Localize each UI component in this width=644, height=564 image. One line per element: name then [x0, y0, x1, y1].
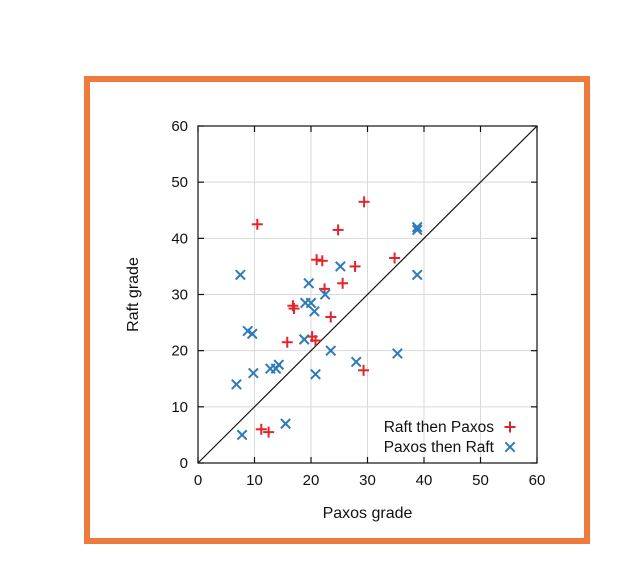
- chart-frame: [84, 76, 590, 544]
- legend-label-paxos-then-raft: Paxos then Raft: [384, 439, 495, 456]
- data-point-paxos-then-raft-4: [246, 328, 258, 340]
- legend-label-raft-then-paxos: Raft then Paxos: [384, 419, 495, 436]
- data-point-paxos-then-raft-19: [350, 356, 362, 368]
- data-point-raft-then-paxos-12: [332, 224, 344, 236]
- y-tick-label-50: 50: [171, 174, 188, 191]
- axis-ticks: 0 10 20 30 40 50 60 0 10 20 30 40 50 60: [171, 118, 545, 489]
- data-point-paxos-then-raft-22: [411, 224, 423, 236]
- data-point-paxos-then-raft-21: [411, 221, 423, 233]
- x-axis-label: Paxos grade: [323, 505, 413, 522]
- data-point-paxos-then-raft-20: [392, 348, 403, 359]
- data-point-raft-then-paxos-4: [287, 300, 299, 312]
- data-points: [231, 196, 423, 441]
- data-point-paxos-then-raft-12: [303, 277, 315, 289]
- data-point-raft-then-paxos-3: [281, 336, 293, 348]
- data-point-raft-then-paxos-0: [251, 218, 263, 230]
- data-point-raft-then-paxos-7: [310, 335, 322, 347]
- x-tick-label-20: 20: [303, 472, 320, 489]
- x-tick-label-10: 10: [246, 472, 263, 489]
- data-point-raft-then-paxos-1: [255, 423, 267, 435]
- y-tick-label-0: 0: [180, 455, 188, 472]
- data-point-raft-then-paxos-15: [358, 196, 370, 208]
- data-point-raft-then-paxos-16: [358, 364, 370, 376]
- data-point-raft-then-paxos-14: [349, 260, 361, 272]
- data-point-paxos-then-raft-8: [273, 359, 285, 371]
- x-tick-label-60: 60: [529, 472, 546, 489]
- data-point-raft-then-paxos-5: [288, 303, 300, 315]
- diagonal-line: [197, 125, 538, 464]
- data-point-paxos-then-raft-0: [231, 378, 242, 390]
- data-point-paxos-then-raft-16: [319, 289, 331, 300]
- legend: Raft then Paxos Paxos then Raft: [384, 419, 516, 456]
- y-tick-label-10: 10: [171, 399, 188, 416]
- data-point-raft-then-paxos-9: [316, 255, 328, 267]
- data-point-paxos-then-raft-23: [411, 269, 423, 281]
- data-point-paxos-then-raft-2: [236, 429, 248, 441]
- data-point-paxos-then-raft-10: [298, 334, 310, 345]
- x-tick-label-50: 50: [472, 472, 489, 489]
- legend-marker-paxos-then-raft: [504, 441, 516, 453]
- data-point-paxos-then-raft-5: [247, 367, 259, 379]
- x-tick-label-30: 30: [359, 472, 376, 489]
- data-point-paxos-then-raft-17: [325, 345, 337, 357]
- data-point-paxos-then-raft-14: [309, 305, 320, 317]
- data-point-raft-then-paxos-17: [389, 252, 401, 264]
- y-tick-label-20: 20: [171, 343, 188, 360]
- data-point-paxos-then-raft-18: [334, 261, 346, 272]
- x-tick-label-0: 0: [194, 472, 202, 489]
- data-point-raft-then-paxos-8: [311, 254, 323, 266]
- data-point-raft-then-paxos-13: [337, 277, 349, 289]
- data-point-paxos-then-raft-13: [305, 297, 317, 309]
- y-tick-label-60: 60: [171, 118, 188, 135]
- data-point-paxos-then-raft-1: [234, 269, 246, 281]
- data-point-raft-then-paxos-2: [263, 426, 275, 438]
- data-point-raft-then-paxos-11: [325, 311, 337, 323]
- y-tick-label-30: 30: [171, 287, 188, 304]
- y-axis-label: Raft grade: [125, 257, 142, 332]
- y-tick-label-40: 40: [171, 230, 188, 247]
- legend-marker-raft-then-paxos: [504, 421, 516, 433]
- x-tick-label-40: 40: [416, 472, 433, 489]
- data-point-paxos-then-raft-15: [310, 368, 321, 380]
- data-point-paxos-then-raft-9: [280, 418, 291, 430]
